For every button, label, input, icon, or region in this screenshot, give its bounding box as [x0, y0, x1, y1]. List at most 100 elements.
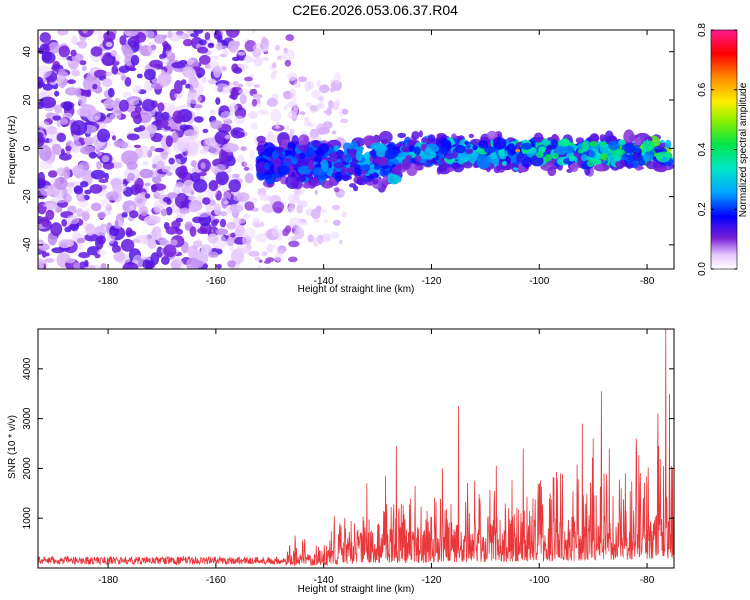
spectrogram-cell	[229, 204, 244, 213]
spectrogram-cell	[114, 143, 125, 148]
spectrogram-cell	[102, 53, 116, 66]
spectrogram-cell	[151, 78, 159, 84]
snr-frame	[37, 328, 675, 569]
snr-panel: -180 -160 -140 -120 -100 -801000200030004000 …	[7, 328, 675, 595]
spectrogram-cell	[76, 208, 84, 217]
spectrogram-cell	[286, 72, 298, 82]
spectrogram-cell	[573, 152, 579, 157]
spectrogram-cell	[214, 83, 230, 94]
spectrogram-cell	[83, 136, 94, 145]
spectrogram-cell	[331, 231, 340, 239]
spectrogram-y-label: Frequency (Hz)	[7, 116, 18, 185]
spectrogram-cell	[589, 140, 598, 147]
spectrogram-cell	[132, 238, 141, 243]
spectrogram-cell	[190, 160, 197, 168]
spectrogram-cell	[92, 30, 103, 35]
spectrogram-cell	[163, 244, 177, 258]
spectrogram-cell	[221, 186, 228, 192]
spectrogram-cell	[215, 97, 221, 105]
spectrogram-cell	[90, 169, 106, 180]
spectrogram-cell	[646, 160, 657, 170]
spectrogram-cell	[333, 72, 342, 84]
spectrogram-cell	[589, 133, 599, 144]
spectrogram-cell	[208, 42, 214, 47]
spectrogram-x-tick-label: -100	[529, 276, 549, 287]
spectrogram-cell	[300, 220, 308, 225]
spectrogram-cell	[506, 143, 516, 156]
spectrogram-cell	[167, 30, 173, 39]
spectrogram-cell	[198, 39, 207, 46]
spectrogram-cell	[626, 160, 632, 165]
spectrogram-cell	[490, 152, 498, 160]
spectrogram-cell	[408, 145, 415, 152]
spectrogram-cell	[341, 211, 347, 218]
spectrogram-cell	[147, 41, 156, 55]
spectrogram-cell	[272, 62, 277, 69]
spectrogram-cell	[445, 153, 455, 160]
spectrogram-cell	[243, 213, 251, 219]
spectrogram-cell	[244, 172, 254, 184]
spectrogram-cell	[67, 79, 76, 85]
spectrogram-cell	[187, 119, 194, 125]
spectrogram-x-tick-label: -120	[421, 276, 441, 287]
spectrogram-cell	[476, 154, 491, 170]
spectrogram-cell	[165, 135, 173, 148]
spectrogram-cell	[284, 59, 292, 67]
spectrogram-x-tick-label: -80	[640, 276, 655, 287]
spectrogram-cell	[248, 164, 254, 172]
spectrogram-cell	[231, 63, 239, 73]
spectrogram-cell	[60, 148, 65, 156]
spectrogram-cell	[73, 262, 80, 269]
spectrogram-cell	[192, 216, 203, 224]
spectrogram-cell	[400, 146, 409, 153]
spectrogram-cell	[199, 54, 211, 65]
spectrogram-cell	[96, 249, 107, 255]
spectrogram-cell	[234, 216, 247, 224]
spectrogram-cell	[232, 56, 240, 62]
spectrogram-cell	[294, 188, 302, 194]
spectrogram-cell	[77, 40, 88, 49]
spectrogram-cell	[127, 172, 135, 182]
spectrogram-cell	[616, 148, 625, 156]
spectrogram-cell	[330, 79, 335, 84]
spectrogram-cell	[226, 221, 237, 230]
spectrogram-cell	[271, 227, 283, 237]
spectrogram-cell	[261, 203, 276, 213]
spectrogram-cell	[317, 143, 330, 154]
spectrogram-cell	[665, 139, 672, 149]
spectrogram-cell	[411, 131, 420, 140]
spectrogram-cell	[552, 152, 559, 160]
spectrogram-cell	[124, 30, 139, 37]
spectrogram-cell	[533, 132, 544, 143]
spectrogram-cell	[186, 189, 192, 198]
spectrogram-cell	[39, 43, 50, 56]
spectrogram-cell	[189, 226, 197, 237]
spectrogram-cell	[439, 146, 449, 155]
spectrogram-cell	[124, 76, 132, 87]
spectrogram-cell	[322, 121, 333, 129]
spectrogram-cell	[70, 49, 77, 57]
spectrogram-cell	[63, 166, 71, 180]
spectrogram-cell	[129, 210, 139, 219]
spectrogram-cell	[288, 203, 296, 209]
spectrogram-cell	[307, 160, 315, 171]
spectrogram-cell	[258, 161, 266, 166]
spectrogram-cell	[312, 167, 323, 176]
spectrogram-cell	[161, 102, 176, 113]
spectrogram-cell	[331, 204, 341, 211]
spectrogram-cell	[58, 45, 70, 58]
spectrogram-cell	[311, 208, 321, 220]
snr-x-tick-label: -100	[529, 575, 549, 586]
spectrogram-cell	[144, 193, 151, 199]
spectrogram-cell	[144, 182, 151, 187]
spectrogram-cell	[130, 54, 140, 66]
spectrogram-cell	[86, 89, 92, 98]
spectrogram-cell	[580, 153, 588, 162]
spectrogram-cell	[284, 149, 293, 156]
spectrogram-cell	[236, 154, 245, 163]
spectrogram-cell	[134, 193, 147, 208]
spectrogram-cell	[297, 144, 304, 150]
spectrogram-cell	[237, 248, 251, 254]
spectrogram-cell	[176, 137, 190, 152]
spectrogram-cell	[106, 191, 120, 201]
